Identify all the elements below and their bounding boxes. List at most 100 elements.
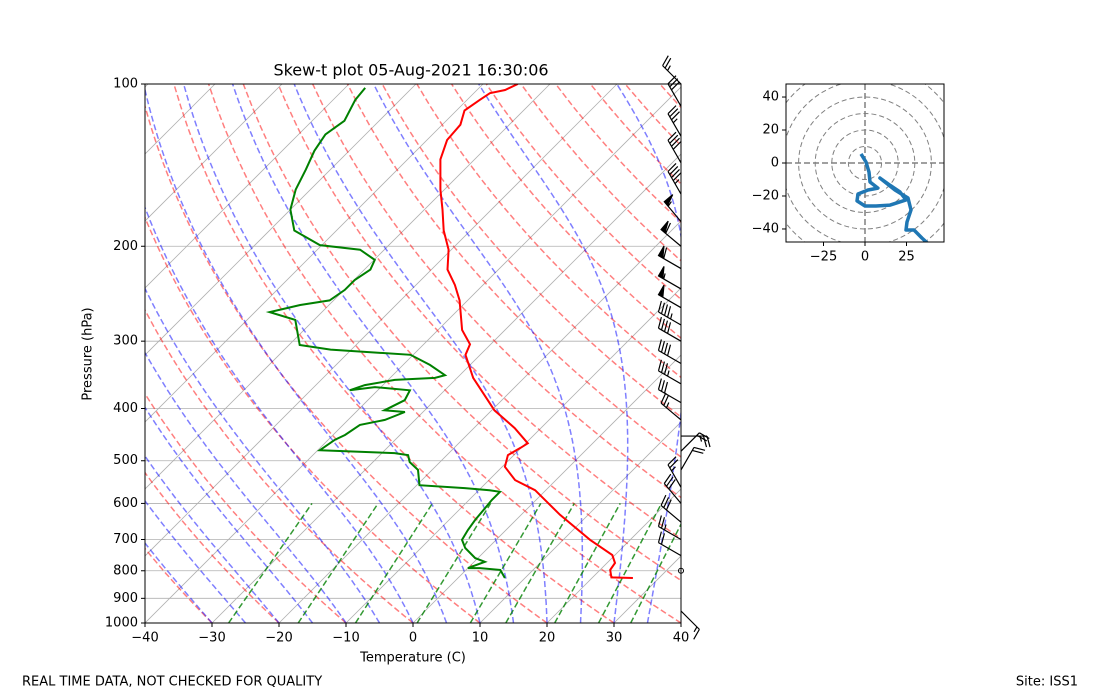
- moist-adiabat: [616, 84, 681, 623]
- dry-adiabat: [764, 84, 1100, 623]
- moist-adiabat: [715, 84, 863, 623]
- dry-adiabat: [145, 308, 414, 623]
- mixing-ratio-line: [227, 502, 313, 623]
- dry-adiabat: [485, 84, 681, 301]
- wind-barb: [663, 194, 682, 222]
- dry-adiabat: [173, 84, 615, 623]
- moist-adiabat: [145, 351, 347, 623]
- dry-adiabat: [346, 84, 681, 458]
- dry-adiabat: [242, 84, 681, 582]
- dry-adiabat: [145, 392, 347, 623]
- isotherm-grid-line: [145, 84, 417, 356]
- y-tick-label: 40: [762, 90, 779, 105]
- moist-adiabat: [231, 84, 515, 623]
- dry-adiabat: [520, 84, 681, 262]
- hodograph-line: [855, 152, 929, 242]
- moist-adiabat: [478, 84, 629, 623]
- plot-area: [0, 84, 1100, 623]
- wind-barb: [660, 220, 682, 247]
- y-axis-label: Pressure (hPa): [81, 307, 96, 400]
- x-tick-label: 40: [673, 631, 690, 646]
- x-tick-label: 20: [539, 631, 556, 646]
- isotherm-grid-line: [345, 287, 681, 623]
- wind-barb: [657, 531, 682, 557]
- moist-adiabat: [293, 84, 548, 623]
- y-tick-label: 500: [113, 453, 138, 468]
- y-tick-label: −40: [752, 221, 779, 236]
- mixing-ratio-line: [297, 502, 379, 623]
- isotherm-grid-line: [0, 84, 81, 623]
- isotherm-grid-line: [145, 84, 216, 155]
- x-tick-label: 30: [606, 631, 623, 646]
- moist-adiabat: [145, 454, 280, 623]
- wind-barb: [680, 446, 706, 471]
- wind-barb: [662, 55, 682, 85]
- wind-barb: [657, 316, 682, 342]
- y-tick-label: 600: [113, 496, 138, 511]
- dry-adiabat: [416, 84, 681, 379]
- wind-barb: [657, 284, 682, 309]
- wind-barb: [663, 473, 682, 504]
- x-tick-label: −30: [198, 631, 225, 646]
- dry-adiabat: [145, 471, 280, 623]
- moist-adiabat: [145, 541, 213, 623]
- dry-adiabat: [555, 84, 681, 224]
- wind-barb: [667, 456, 682, 488]
- wind-barb: [667, 131, 682, 164]
- wind-barb: [678, 567, 684, 574]
- wind-barb: [657, 378, 682, 404]
- axes-frame: [144, 83, 682, 624]
- isotherm-grid-line: [145, 84, 350, 289]
- wind-barb: [680, 610, 700, 640]
- y-tick-label: 800: [113, 563, 138, 578]
- dry-adiabat: [277, 84, 681, 540]
- y-tick-label: 700: [113, 532, 138, 547]
- y-tick-label: 1000: [105, 616, 138, 631]
- mixing-ratio-line: [597, 503, 663, 623]
- y-tick-label: 200: [113, 239, 138, 254]
- dry-adiabat: [312, 84, 681, 499]
- y-tick-label: 400: [113, 401, 138, 416]
- footer-left: REAL TIME DATA, NOT CHECKED FOR QUALITY: [22, 675, 322, 690]
- profile-line: [439, 84, 633, 579]
- moist-adiabat: [372, 84, 584, 623]
- moist-adiabat: [182, 84, 481, 623]
- wind-barb: [657, 515, 682, 541]
- moist-adiabat: [145, 86, 448, 623]
- isotherm-grid-line: [613, 555, 681, 623]
- x-tick-label: 0: [861, 250, 869, 265]
- isotherm-grid-line: [145, 84, 618, 557]
- moist-adiabat: [145, 499, 247, 623]
- y-tick-label: −20: [752, 188, 779, 203]
- dry-adiabat: [695, 84, 1100, 623]
- isotherm-grid-line: [145, 86, 681, 623]
- wind-barb: [667, 162, 682, 195]
- x-tick-label: 10: [472, 631, 489, 646]
- mixing-ratio-line: [416, 503, 492, 623]
- x-tick-label: −25: [810, 250, 837, 265]
- mixing-ratio-line: [469, 503, 542, 623]
- dry-adiabat: [589, 84, 681, 185]
- wind-barb: [681, 435, 711, 448]
- wind-barb: [657, 266, 682, 290]
- wind-barb: [660, 494, 682, 523]
- isotherm-grid-line: [412, 354, 681, 623]
- moist-adiabat: [680, 619, 681, 623]
- chart-title: Skew-t plot 05-Aug-2021 16:30:06: [273, 61, 548, 80]
- isotherm-grid-line: [145, 84, 484, 423]
- isotherm-grid-line: [680, 622, 681, 623]
- isotherm-grid-line: [278, 220, 681, 623]
- mixing-ratio-line: [630, 522, 681, 623]
- dry-adiabat: [381, 84, 681, 418]
- x-axis-label: Temperature (C): [359, 651, 466, 666]
- y-tick-label: 20: [762, 123, 779, 138]
- mixing-ratio-line: [354, 502, 434, 623]
- wind-barb: [660, 392, 682, 421]
- wind-barb: [680, 432, 710, 452]
- dry-adiabat: [624, 84, 681, 147]
- y-tick-label: 100: [113, 77, 138, 92]
- x-tick-label: 0: [409, 631, 417, 646]
- x-tick-label: 25: [898, 250, 915, 265]
